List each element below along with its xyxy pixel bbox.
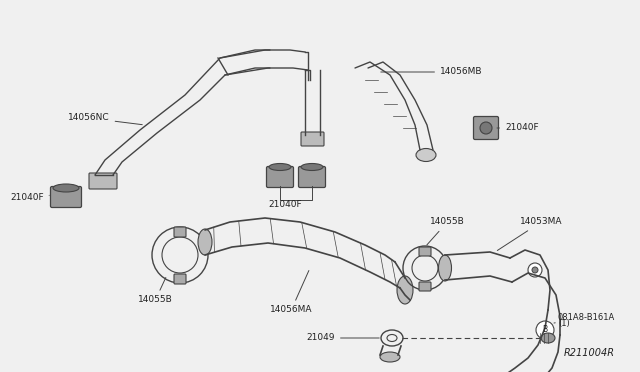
Text: 14055B: 14055B bbox=[427, 218, 465, 245]
Text: 14055B: 14055B bbox=[138, 278, 173, 305]
Text: (1): (1) bbox=[558, 319, 570, 328]
Text: 21040F: 21040F bbox=[10, 193, 49, 202]
FancyBboxPatch shape bbox=[474, 116, 499, 140]
Circle shape bbox=[528, 263, 542, 277]
Ellipse shape bbox=[416, 148, 436, 161]
FancyBboxPatch shape bbox=[51, 186, 81, 208]
Text: 14056MB: 14056MB bbox=[381, 67, 483, 77]
Circle shape bbox=[536, 321, 554, 339]
FancyBboxPatch shape bbox=[89, 173, 117, 189]
Ellipse shape bbox=[438, 255, 451, 281]
Text: 14053MA: 14053MA bbox=[497, 218, 563, 250]
Text: 14056NC: 14056NC bbox=[68, 113, 142, 125]
Text: 21040F: 21040F bbox=[497, 124, 539, 132]
Text: 21040F: 21040F bbox=[268, 200, 302, 209]
FancyBboxPatch shape bbox=[419, 282, 431, 291]
Text: 081A8-B161A: 081A8-B161A bbox=[554, 314, 615, 323]
Ellipse shape bbox=[397, 276, 413, 304]
Ellipse shape bbox=[541, 333, 555, 343]
FancyBboxPatch shape bbox=[301, 132, 324, 146]
Ellipse shape bbox=[269, 164, 291, 170]
Text: B: B bbox=[543, 326, 548, 334]
Ellipse shape bbox=[301, 164, 323, 170]
Text: R211004R: R211004R bbox=[564, 348, 615, 358]
FancyBboxPatch shape bbox=[298, 167, 326, 187]
Ellipse shape bbox=[53, 184, 79, 192]
Ellipse shape bbox=[198, 229, 212, 255]
Text: 14056MA: 14056MA bbox=[270, 270, 312, 314]
FancyBboxPatch shape bbox=[174, 274, 186, 284]
FancyBboxPatch shape bbox=[174, 227, 186, 237]
Circle shape bbox=[480, 122, 492, 134]
Text: 21049: 21049 bbox=[307, 334, 380, 343]
FancyBboxPatch shape bbox=[419, 247, 431, 256]
Circle shape bbox=[532, 267, 538, 273]
Ellipse shape bbox=[380, 352, 400, 362]
FancyBboxPatch shape bbox=[266, 167, 294, 187]
